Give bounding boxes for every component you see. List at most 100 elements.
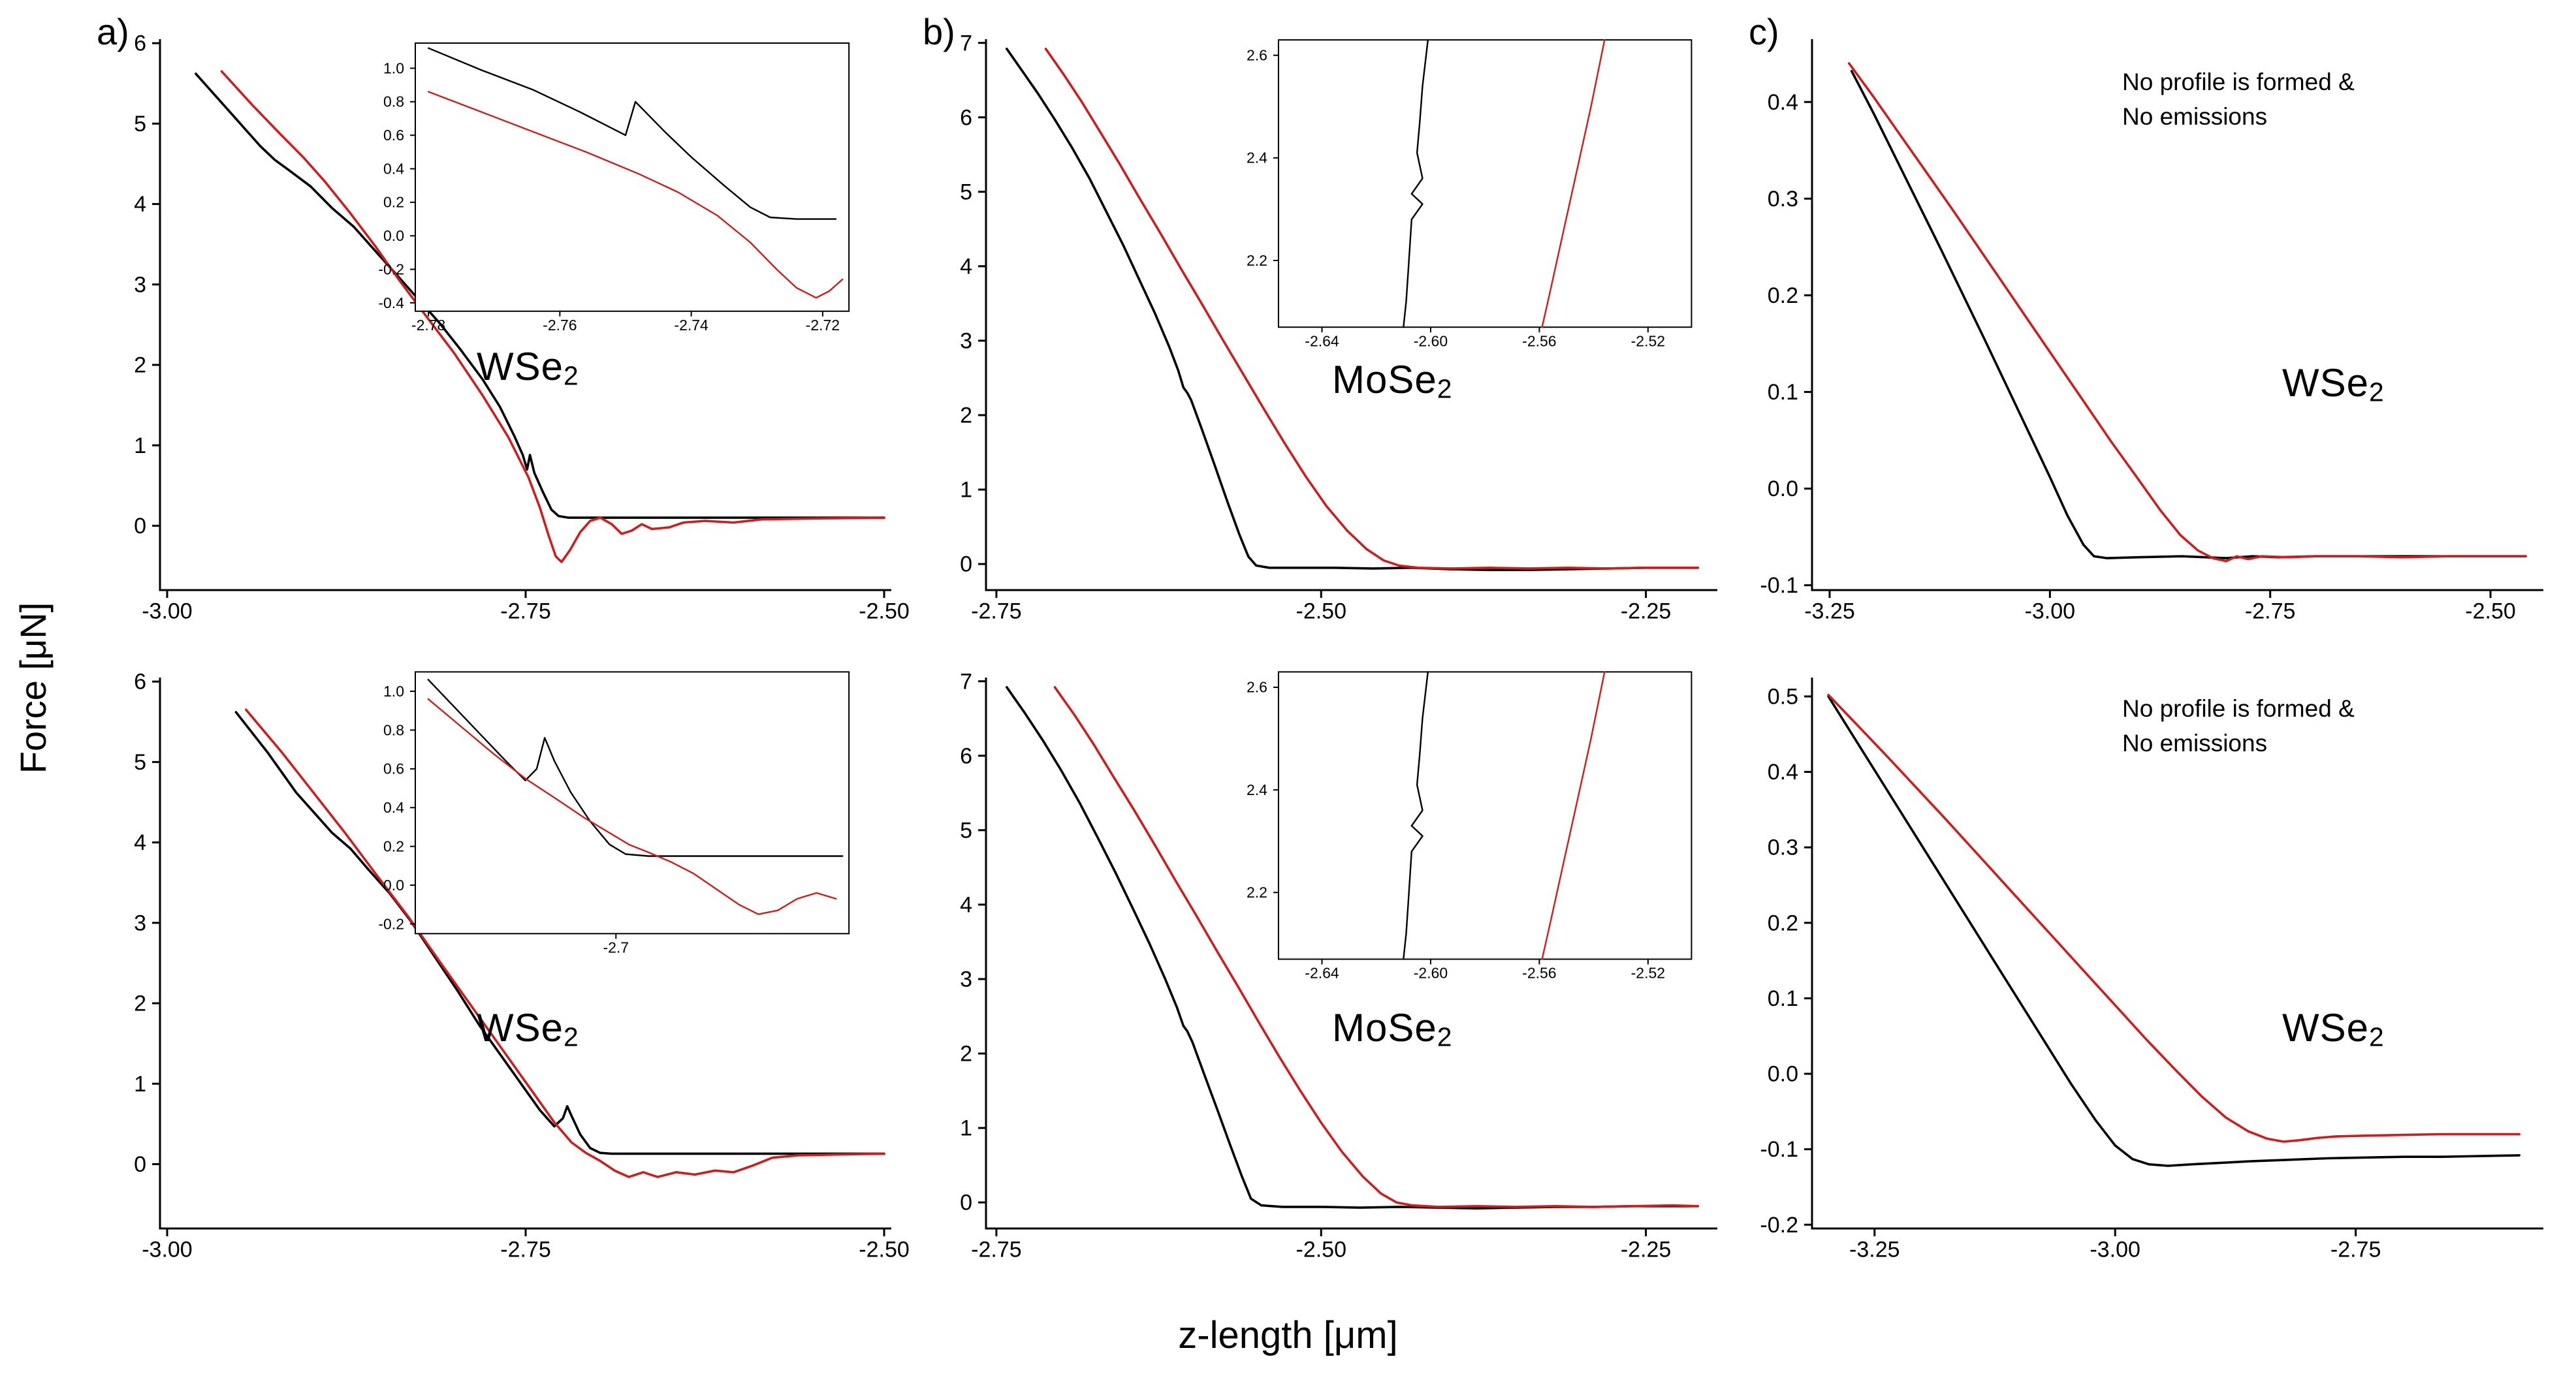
y-axis-label: Force [μN] (12, 602, 54, 774)
trace-red (1827, 693, 2520, 1143)
axes-a-bottom-y-tick-label: 5 (134, 750, 146, 775)
axes-a-bottom-y-tick-label: 1 (134, 1072, 146, 1097)
axes-b-top-y-tick-label: 2 (960, 403, 972, 428)
axes-b-top-y-tick-label: 6 (960, 105, 972, 130)
axes-c-top-y-tick-label: 0.3 (1768, 187, 1798, 211)
material-label: MoSe2 (1332, 357, 1452, 404)
axes-b-bottom-y-tick-label: 4 (960, 892, 972, 917)
material-name: WSe (477, 345, 564, 388)
axes-a-bottom-y-tick-label: 6 (134, 670, 146, 695)
trace-black (1403, 39, 1429, 328)
axes-a-top-y-tick-label: 3 (134, 272, 146, 297)
inset-a-top-y-tick-label: 1.0 (383, 59, 404, 76)
trace-red (427, 698, 837, 915)
annotation-line-2: No emissions (2122, 729, 2268, 757)
inset-a-bottom-x-tick-label: -2.7 (603, 939, 629, 956)
axes-a-top-y-tick-label: 2 (134, 353, 146, 378)
axes-a-top-y-tick-label: 4 (134, 192, 146, 217)
material-label: WSe2 (477, 1005, 579, 1052)
axes-c-bottom-x-tick-label: -3.00 (2090, 1237, 2140, 1262)
axes-b-bottom-y-tick-label: 6 (960, 743, 972, 768)
panel-grid: a) -3.00 -2.75 -2.50 0 1 2 3 4 5 6 -2.78 -2.76 -2.74… (85, 11, 2563, 1291)
inset-a-top-frame (415, 42, 850, 312)
inset-a-top-y-tick-label: 0.0 (383, 227, 404, 244)
axes-c-top-y-tick-label: 0.1 (1768, 380, 1798, 405)
trace-red (1053, 685, 1699, 1208)
trace-black (1850, 70, 2527, 559)
axes-b-bottom: -2.75 -2.50 -2.25 0 1 2 3 4 5 6 7 (960, 669, 1717, 1262)
trace-black (234, 711, 885, 1155)
axes-c-bottom-y-tick-label: -0.2 (1760, 1213, 1798, 1238)
x-axis-label: z-length [μm] (1178, 1314, 1398, 1356)
axes-a-bottom: -3.00 -2.75 -2.50 0 1 2 3 4 5 6 (134, 670, 910, 1262)
inset-b-top-x-tick-label: -2.64 (1305, 332, 1339, 349)
axes-a-top-y-tick-label: 6 (134, 31, 146, 56)
inset-b-top-y-tick-label: 2.6 (1247, 47, 1267, 64)
axes-b-bottom-x-tick-label: -2.25 (1621, 1237, 1672, 1262)
material-subscript: 2 (564, 1022, 579, 1052)
inset-a-bottom-y-tick-label: 0.6 (383, 760, 404, 777)
inset-a-top-y-tick-label: 0.4 (383, 160, 404, 177)
inset-b-top: -2.64 -2.60 -2.56 -2.52 2.2 2.4 2.6 (1247, 39, 1693, 349)
plot-a-bottom: -3.00 -2.75 -2.50 0 1 2 3 4 5 6 -2.7 -0.2 0.0 0.2 0.4 0… (134, 670, 910, 1262)
axes-b-top-y-tick-label: 0 (960, 552, 972, 577)
panel-c-bottom: -3.25 -3.00 -2.75 -0.2 -0.1 0.0 0.1 0.2 0.3 0.4 0.… (1737, 653, 2563, 1291)
trace-red (1044, 47, 1699, 570)
plot-c-bottom: -3.25 -3.00 -2.75 -0.2 -0.1 0.0 0.1 0.2 0.3 0.4 0.… (1760, 678, 2543, 1262)
axes-b-bottom-x-tick-label: -2.50 (1296, 1237, 1347, 1262)
axes-a-top: -3.00 -2.75 -2.50 0 1 2 3 4 5 6 (134, 31, 910, 624)
axes-c-bottom-y-tick-label: 0.2 (1768, 911, 1798, 935)
inset-a-bottom-frame (415, 671, 850, 935)
axes-c-bottom-y-tick-label: 0.1 (1768, 986, 1798, 1011)
axes-c-top: -3.25 -3.00 -2.75 -2.50 -0.1 0.0 0.1 0.2 0.3 0.4 (1760, 39, 2543, 623)
axes-b-top-y-tick-label: 4 (960, 254, 972, 279)
axes-a-top-y-tick-label: 1 (134, 433, 146, 458)
axes-a-bottom-y-tick-label: 0 (134, 1152, 146, 1177)
inset-a-bottom-y-tick-label: 0.8 (383, 721, 404, 738)
material-subscript: 2 (2369, 377, 2385, 407)
material-name: MoSe (1332, 358, 1437, 401)
material-name: MoSe (1332, 1006, 1437, 1050)
panel-letter-a: a) (97, 11, 129, 52)
axes-b-bottom-y-tick-label: 5 (960, 818, 972, 843)
axes-c-bottom: -3.25 -3.00 -2.75 -0.2 -0.1 0.0 0.1 0.2 0.3 0.4 0.… (1760, 678, 2543, 1262)
axes-b-top-spines (985, 39, 1717, 591)
inset-b-top-x-tick-label: -2.60 (1414, 332, 1448, 349)
material-subscript: 2 (2369, 1022, 2385, 1052)
inset-b-bottom-x-tick-label: -2.60 (1414, 965, 1448, 982)
trace-red (1847, 62, 2527, 563)
axes-b-top-x-tick-label: -2.75 (971, 599, 1022, 623)
panel-letter-b: b) (923, 11, 955, 52)
axes-b-top: -2.75 -2.50 -2.25 0 1 2 3 4 5 6 7 (960, 31, 1717, 623)
axes-b-bottom-y-tick-label: 0 (960, 1191, 972, 1215)
inset-a-top-y-tick-label: 0.2 (383, 194, 404, 211)
panel-a-top: a) -3.00 -2.75 -2.50 0 1 2 3 4 5 6 -2.78 -2.76 -2.74… (85, 11, 911, 653)
annotation-line-1: No profile is formed & (2122, 69, 2355, 95)
axes-c-bottom-y-tick-label: 0.0 (1768, 1062, 1798, 1087)
material-subscript: 2 (1437, 1022, 1453, 1052)
axes-a-bottom-x-tick-label: -3.00 (142, 1237, 193, 1262)
axes-a-top-y-tick-label: 5 (134, 112, 146, 136)
axes-b-top-y-tick-label: 7 (960, 31, 972, 55)
inset-a-top-x-tick-label: -2.74 (674, 317, 708, 334)
inset-a-top-x-tick-label: -2.76 (543, 317, 577, 334)
inset-a-top: -2.78 -2.76 -2.74 -2.72 -0.4 -0.2 0.0 0.2 0.4 0.6… (378, 42, 850, 334)
axes-a-top-spines (159, 39, 891, 591)
axes-c-top-x-tick-label: -3.25 (1804, 599, 1855, 623)
trace-red (245, 708, 885, 1178)
material-name: WSe (2282, 1006, 2370, 1050)
inset-b-bottom-y-tick-label: 2.2 (1247, 884, 1267, 901)
axes-c-bottom-x-tick-label: -2.75 (2330, 1237, 2381, 1262)
inset-a-bottom-y-tick-label: -0.2 (378, 915, 404, 932)
axes-a-top-x-tick-label: -3.00 (142, 599, 193, 623)
axes-b-top-y-tick-label: 3 (960, 328, 972, 353)
annotation-line-1: No profile is formed & (2122, 695, 2355, 722)
inset-a-bottom-y-tick-label: 0.4 (383, 799, 404, 816)
axes-b-bottom-x-tick-label: -2.75 (971, 1237, 1022, 1262)
panel-letter-c: c) (1749, 11, 1779, 52)
axes-b-bottom-y-tick-label: 3 (960, 967, 972, 992)
